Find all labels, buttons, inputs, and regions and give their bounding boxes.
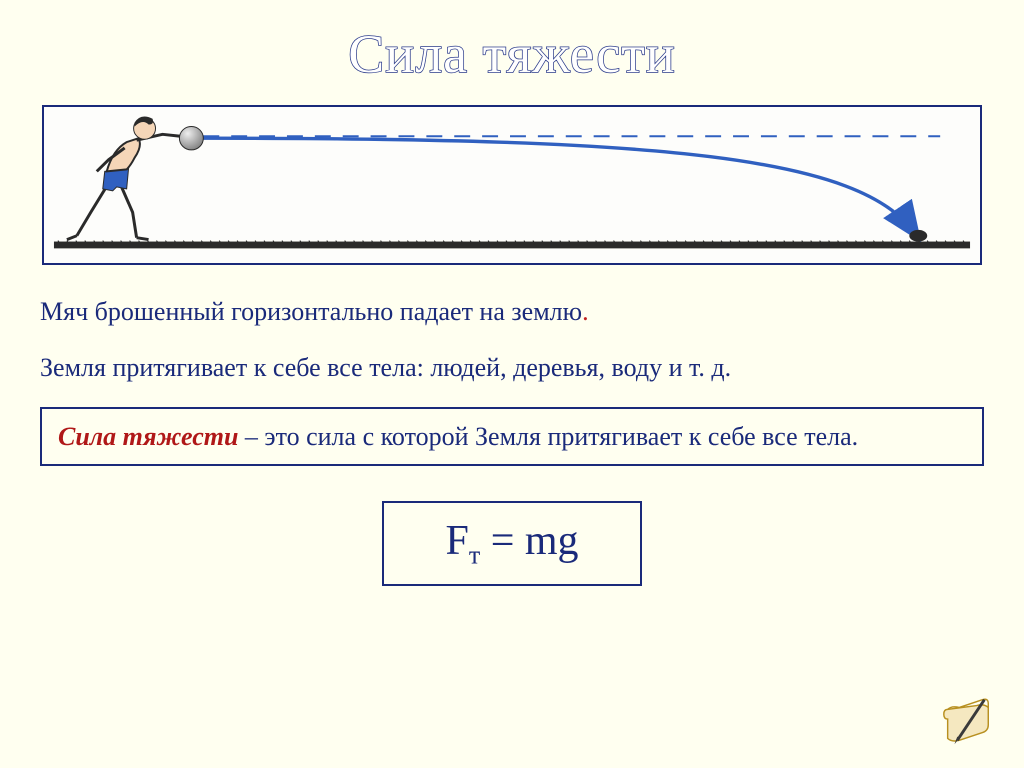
definition-term: Сила тяжести [58,422,238,451]
shot-put-ball [179,127,203,150]
formula-subscript: т [469,540,480,569]
caption-line-1: Мяч брошенный горизонтально падает на зе… [40,295,984,329]
caption-1-text: Мяч брошенный горизонтально падает на зе… [40,297,582,326]
formula-F: F [445,518,468,564]
illustration-box [42,105,982,265]
scroll-pen-icon[interactable] [938,692,996,750]
athlete-figure [67,117,181,240]
definition-rest: – это сила с которой Земля притягивает к… [238,422,858,451]
formula-rest: = mg [480,518,578,564]
slide-title: Сила тяжести [42,20,982,90]
caption-1-period: . [582,297,589,326]
slide-container: Сила тяжести [0,0,1024,768]
formula-box: Fт = mg [382,501,642,586]
caption-line-2: Земля притягивает к себе все тела: людей… [40,351,984,385]
definition-box: Сила тяжести – это сила с которой Земля … [40,407,984,466]
projectile-illustration [44,107,980,263]
svg-text:Сила тяжести: Сила тяжести [348,24,675,84]
